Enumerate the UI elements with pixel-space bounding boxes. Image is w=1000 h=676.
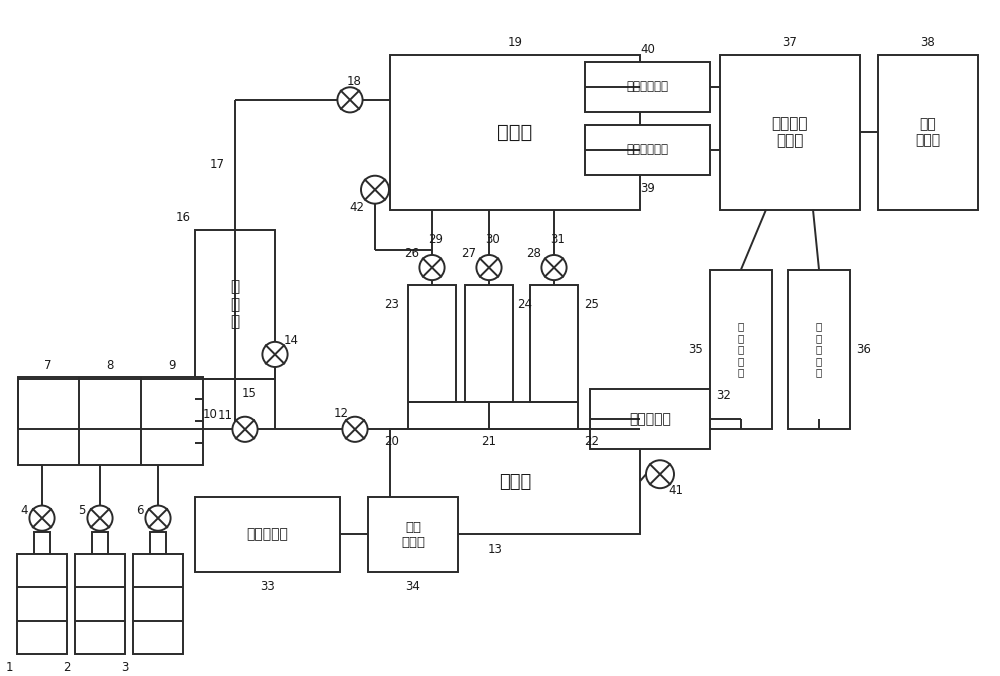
Text: 34: 34 — [406, 579, 420, 593]
Text: 33: 33 — [260, 579, 275, 593]
Text: 32: 32 — [717, 389, 731, 402]
Bar — [720, 55, 860, 210]
Text: 流量控制器: 流量控制器 — [247, 528, 288, 541]
Text: 真
空
泵: 真 空 泵 — [230, 280, 240, 329]
Circle shape — [232, 416, 258, 442]
Bar — [465, 285, 513, 402]
Text: 41: 41 — [668, 484, 684, 497]
Text: 储气箱: 储气箱 — [499, 473, 531, 491]
Bar — [590, 389, 710, 450]
Circle shape — [337, 87, 363, 112]
Bar — [710, 270, 772, 429]
Bar — [34, 532, 50, 554]
Bar — [195, 230, 275, 379]
Text: 26: 26 — [404, 247, 420, 260]
Bar — [92, 532, 108, 554]
Circle shape — [541, 255, 567, 280]
Bar — [585, 125, 710, 174]
Text: 36: 36 — [857, 343, 871, 356]
Bar — [133, 554, 183, 654]
Text: 13: 13 — [488, 543, 502, 556]
Text: 7: 7 — [44, 359, 52, 372]
Bar — [368, 497, 458, 572]
Bar — [75, 554, 125, 654]
Bar — [878, 55, 978, 210]
Text: 21: 21 — [482, 435, 496, 448]
Text: 30: 30 — [486, 233, 500, 246]
Text: 22: 22 — [584, 435, 600, 448]
Text: 29: 29 — [428, 233, 444, 246]
Text: 开关控制器: 开关控制器 — [629, 412, 671, 427]
Circle shape — [262, 342, 288, 367]
Text: 18: 18 — [347, 75, 361, 89]
Text: 37: 37 — [783, 37, 797, 49]
Text: 28: 28 — [527, 247, 541, 260]
Text: 35: 35 — [689, 343, 703, 356]
Text: 压
力
缓
冲
器: 压 力 缓 冲 器 — [738, 321, 744, 378]
Text: 温度调节装置: 温度调节装置 — [626, 80, 668, 93]
Circle shape — [29, 506, 55, 531]
Text: 12: 12 — [334, 407, 349, 420]
Text: 20: 20 — [385, 435, 399, 448]
Text: 2: 2 — [63, 661, 71, 675]
Bar — [788, 270, 850, 429]
Text: 9: 9 — [168, 359, 176, 372]
Bar — [390, 429, 640, 534]
Text: 第二
显示屏: 第二 显示屏 — [915, 117, 941, 147]
Circle shape — [646, 460, 674, 488]
Text: 第一
显示屏: 第一 显示屏 — [401, 521, 425, 549]
Text: 10: 10 — [203, 408, 217, 421]
Bar — [150, 532, 166, 554]
Text: 压力调节装置: 压力调节装置 — [626, 143, 668, 156]
Bar — [390, 55, 640, 210]
Text: 温度压力
控制器: 温度压力 控制器 — [772, 116, 808, 149]
Bar — [17, 554, 67, 654]
Circle shape — [361, 176, 389, 203]
Circle shape — [419, 255, 445, 280]
Text: 15: 15 — [242, 387, 256, 400]
Text: 4: 4 — [20, 504, 28, 516]
Text: 39: 39 — [640, 183, 655, 195]
Text: 27: 27 — [462, 247, 477, 260]
Text: 31: 31 — [551, 233, 565, 246]
Text: 5: 5 — [78, 504, 86, 516]
Circle shape — [145, 506, 171, 531]
Text: 23: 23 — [385, 298, 399, 311]
Text: 14: 14 — [284, 334, 298, 347]
Text: 6: 6 — [136, 504, 144, 516]
Bar — [408, 285, 456, 402]
Bar — [530, 285, 578, 402]
Circle shape — [87, 506, 113, 531]
Bar — [585, 62, 710, 112]
Text: 40: 40 — [640, 43, 655, 56]
Text: 1: 1 — [5, 661, 13, 675]
Text: 样品室: 样品室 — [497, 123, 533, 142]
Bar — [18, 377, 203, 465]
Text: 温
度
缓
冲
器: 温 度 缓 冲 器 — [816, 321, 822, 378]
Bar — [195, 497, 340, 572]
Text: 25: 25 — [585, 298, 599, 311]
Text: 24: 24 — [518, 298, 532, 311]
Text: 16: 16 — [176, 211, 190, 224]
Text: 19: 19 — [508, 37, 522, 49]
Text: 8: 8 — [106, 359, 114, 372]
Text: 3: 3 — [121, 661, 129, 675]
Text: 17: 17 — [210, 158, 224, 171]
Circle shape — [476, 255, 502, 280]
Circle shape — [342, 416, 368, 442]
Text: 38: 38 — [921, 37, 935, 49]
Text: 42: 42 — [350, 201, 364, 214]
Text: 11: 11 — [218, 409, 232, 422]
